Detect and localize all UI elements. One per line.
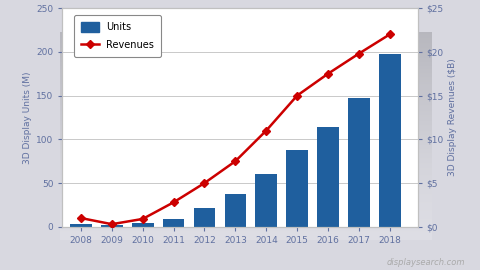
Bar [101,225,122,227]
Text: displaysearch.com: displaysearch.com [387,258,466,267]
Bar [348,98,370,227]
Bar [132,223,154,227]
Bar [225,194,246,227]
Y-axis label: 3D Display Units (M): 3D Display Units (M) [23,71,32,164]
Bar [70,224,92,227]
Bar [287,150,308,227]
Bar [193,208,216,227]
Bar [379,53,401,227]
Legend: Units, Revenues: Units, Revenues [74,15,161,57]
Y-axis label: 3D Display Revenues ($B): 3D Display Revenues ($B) [448,59,457,176]
Bar [317,127,339,227]
Bar [255,174,277,227]
Bar [163,219,184,227]
